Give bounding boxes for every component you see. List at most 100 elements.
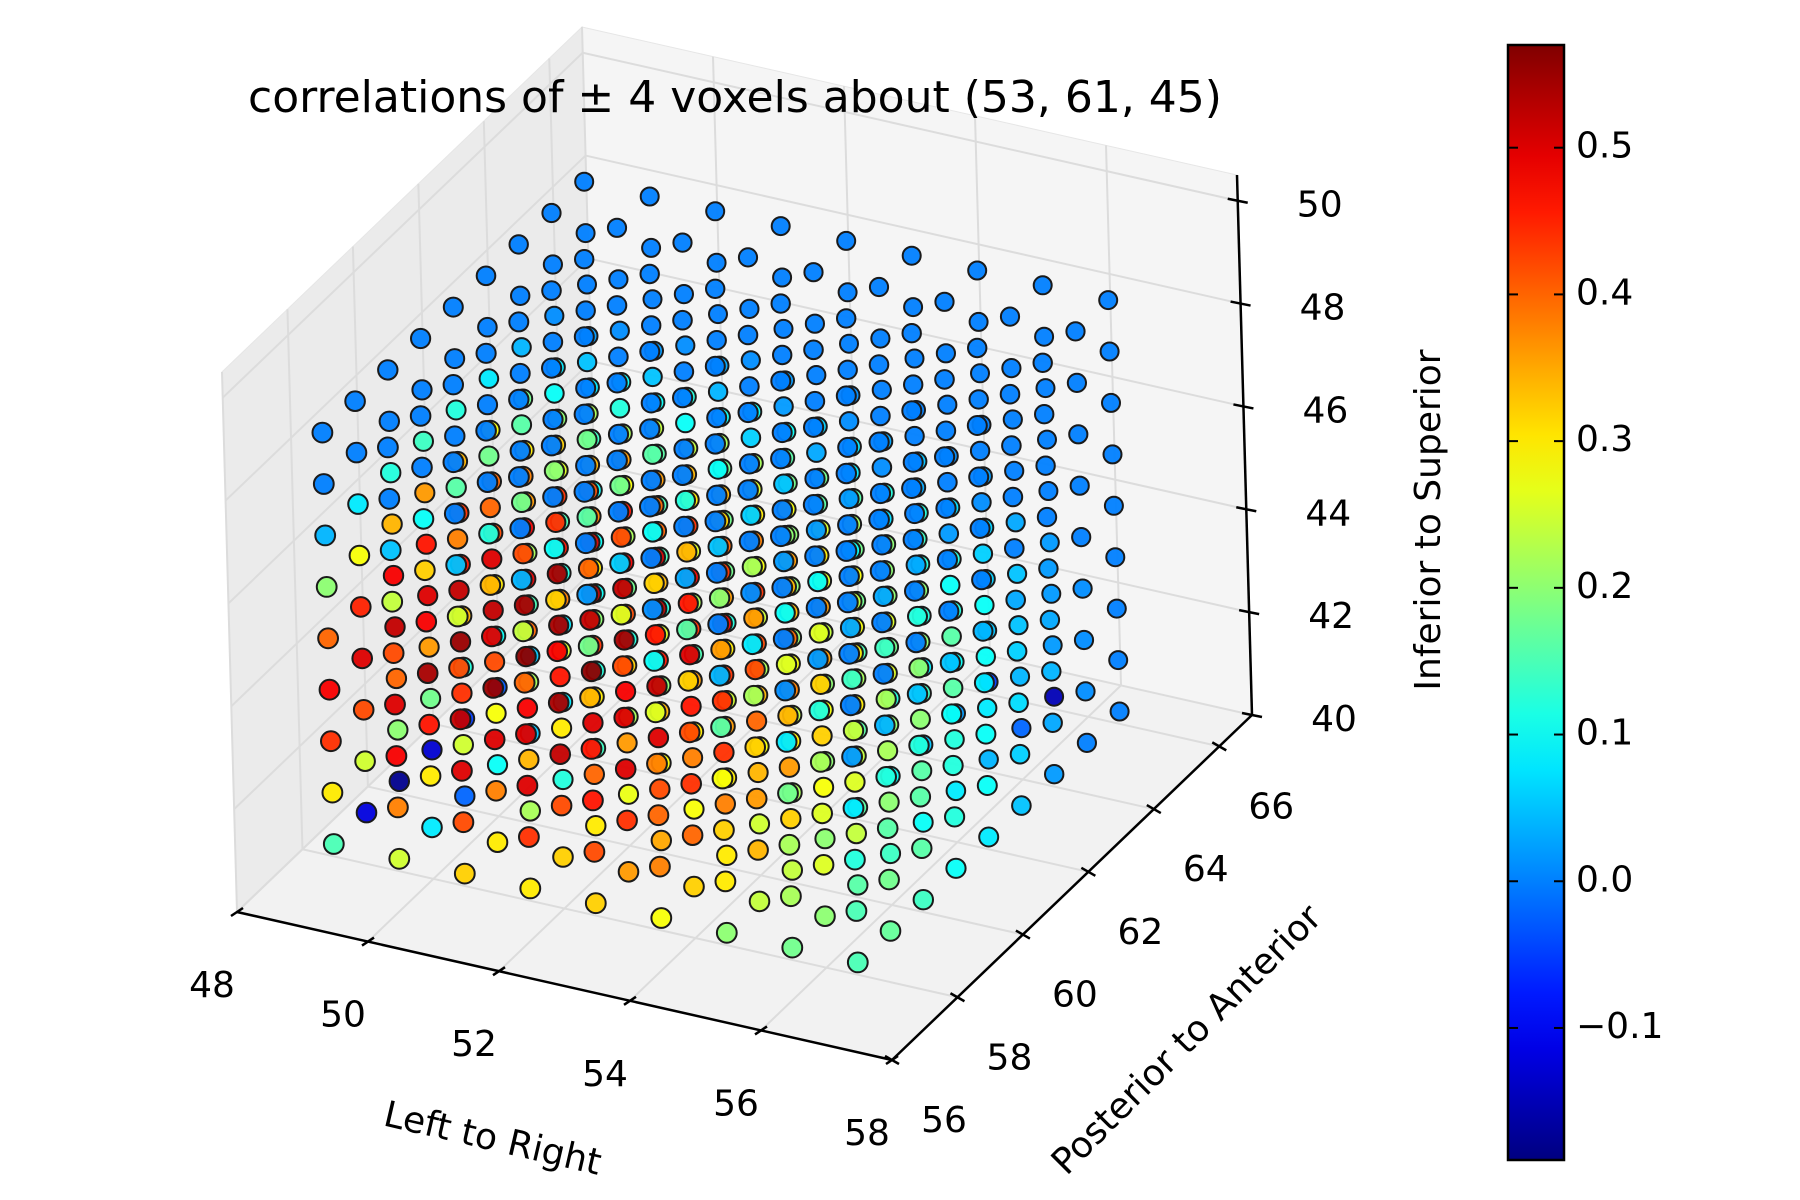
data-point <box>835 540 858 562</box>
colorbar-tick-label: −0.1 <box>1576 1006 1663 1047</box>
data-point <box>1103 495 1124 516</box>
data-point <box>411 379 433 401</box>
data-point <box>1005 589 1027 611</box>
data-point <box>1073 629 1095 651</box>
data-point <box>999 306 1021 327</box>
data-point <box>869 482 892 505</box>
data-point <box>711 690 734 712</box>
data-point <box>674 489 697 512</box>
z-axis-label: Inferior to Superior <box>1408 349 1449 690</box>
data-point <box>544 305 565 326</box>
data-point <box>607 501 630 523</box>
data-point <box>606 449 628 472</box>
data-point <box>552 768 574 791</box>
data-point <box>1004 460 1025 481</box>
data-point <box>378 410 400 432</box>
data-point <box>777 705 799 727</box>
data-point <box>583 840 606 863</box>
data-point <box>812 854 835 876</box>
data-point <box>1009 666 1031 687</box>
tick-label: 50 <box>1297 185 1343 226</box>
data-point <box>650 907 673 929</box>
data-point <box>968 389 989 410</box>
data-point <box>778 833 801 856</box>
z-axis-line <box>1235 174 1254 716</box>
data-point <box>1065 321 1086 342</box>
data-point <box>650 829 672 852</box>
data-point <box>640 392 662 414</box>
data-point <box>904 503 926 525</box>
data-point <box>617 783 640 805</box>
data-point <box>576 429 598 451</box>
data-point <box>451 759 473 782</box>
data-point <box>1101 392 1121 413</box>
colorbar-tick-label: 0.2 <box>1576 566 1633 607</box>
data-point <box>682 747 704 769</box>
data-point <box>546 563 568 585</box>
data-point <box>901 323 922 344</box>
data-point <box>774 602 796 624</box>
data-point <box>966 415 988 436</box>
data-point <box>516 774 539 797</box>
data-point <box>672 387 694 409</box>
data-point <box>542 254 564 275</box>
data-point <box>680 773 703 795</box>
data-point <box>512 543 534 565</box>
data-point <box>968 466 990 488</box>
data-point <box>805 519 828 541</box>
data-point <box>842 797 865 819</box>
grid-line <box>974 115 991 656</box>
data-point <box>509 362 531 384</box>
data-point <box>1032 352 1053 373</box>
data-point <box>813 776 835 798</box>
grid-line <box>581 26 598 568</box>
data-point <box>978 826 1000 848</box>
data-point <box>716 844 738 866</box>
data-point <box>646 675 668 697</box>
data-point <box>452 734 474 756</box>
data-point <box>705 278 726 299</box>
data-point <box>671 464 694 487</box>
data-point <box>934 369 955 390</box>
data-point <box>804 390 826 412</box>
data-point <box>351 647 374 670</box>
tick-mark <box>1233 403 1254 410</box>
data-point <box>903 374 924 395</box>
data-point <box>421 739 443 761</box>
data-point <box>908 734 930 757</box>
data-point <box>583 763 605 785</box>
data-point <box>388 770 410 792</box>
data-point <box>1105 547 1126 568</box>
data-point <box>382 564 405 587</box>
data-point <box>1044 764 1065 785</box>
data-point <box>715 921 738 944</box>
data-point <box>384 693 406 716</box>
data-point <box>838 642 861 665</box>
data-point <box>878 868 900 891</box>
data-point <box>642 289 663 310</box>
data-point <box>747 839 769 861</box>
data-point <box>643 572 665 594</box>
data-point <box>876 817 899 840</box>
data-point <box>421 816 443 839</box>
data-point <box>1039 532 1060 553</box>
data-point <box>912 811 934 833</box>
data-point <box>1007 563 1028 584</box>
data-point <box>704 510 727 533</box>
data-point <box>911 760 933 782</box>
data-point <box>612 655 634 677</box>
data-point <box>1109 701 1130 722</box>
data-point <box>741 556 763 578</box>
data-point <box>747 761 769 784</box>
data-point <box>780 808 802 830</box>
data-point <box>609 320 630 341</box>
data-point <box>879 920 902 942</box>
data-point <box>1001 435 1022 456</box>
data-point <box>738 530 761 553</box>
data-point <box>904 580 926 602</box>
data-point <box>541 202 562 224</box>
data-point <box>969 440 991 462</box>
data-point <box>519 800 541 822</box>
data-point <box>874 714 896 737</box>
data-point <box>871 611 893 634</box>
